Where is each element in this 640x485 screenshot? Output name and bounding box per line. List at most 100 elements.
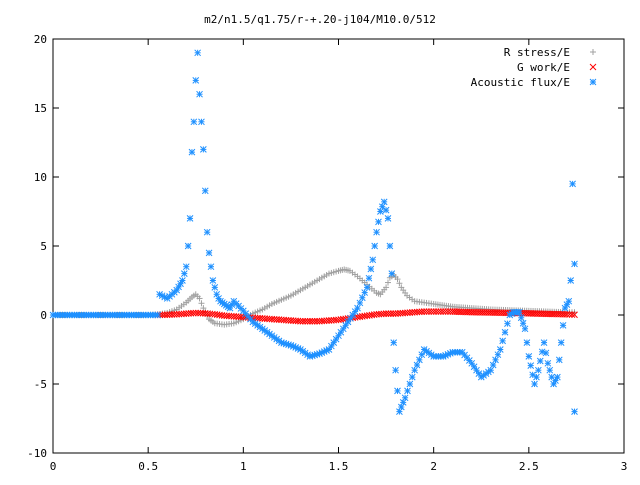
data-point [311, 317, 319, 325]
data-point [308, 317, 316, 325]
x-tick-label: 1.5 [329, 460, 349, 473]
data-point [430, 308, 438, 315]
data-point [499, 337, 507, 345]
data-point [201, 187, 209, 195]
data-point [527, 362, 535, 369]
x-tick-label: 2 [430, 460, 437, 473]
y-tick-label: -5 [34, 378, 47, 391]
data-point [420, 308, 428, 315]
data-point [371, 242, 379, 250]
legend-marker [589, 63, 597, 71]
data-point [439, 308, 447, 315]
data-point [401, 394, 409, 402]
x-tick-label: 3 [621, 460, 628, 473]
data-point [565, 297, 573, 305]
ticks-layer: 0 0.5 1 1.5 2 2.5 3 -10 -5 0 5 10 15 20 [27, 33, 627, 473]
data-point [184, 242, 192, 250]
y-tick-label: -10 [27, 447, 47, 460]
data-point [369, 256, 377, 264]
data-point [571, 408, 578, 415]
data-point [194, 49, 202, 57]
data-point [205, 249, 213, 257]
data-point [392, 366, 399, 374]
data-point [186, 215, 194, 222]
data-point [386, 242, 394, 250]
data-point [179, 277, 186, 284]
data-point [435, 308, 442, 315]
data-point [533, 373, 540, 381]
data-point [394, 276, 401, 283]
data-point [517, 314, 525, 322]
data-point [554, 373, 561, 381]
data-point [432, 308, 440, 315]
data-point [437, 308, 445, 315]
series-1 [154, 308, 578, 325]
x-tick-label: 0 [50, 460, 57, 473]
data-point [559, 321, 567, 329]
data-point [534, 366, 542, 374]
data-point [304, 317, 311, 325]
data-point [416, 356, 423, 364]
data-point [211, 284, 219, 291]
data-point [406, 380, 414, 388]
data-point [198, 118, 205, 126]
data-point [384, 279, 391, 286]
legend-label: G work/E [517, 61, 570, 74]
data-point [203, 228, 211, 236]
data-point [154, 311, 162, 319]
legend-marker [589, 78, 597, 86]
data-point [571, 260, 578, 268]
data-point [358, 294, 366, 302]
data-point [487, 366, 495, 374]
chart-title: m2/n1.5/q1.75/r-+.20-j104/M10.0/512 [204, 13, 436, 26]
data-point [563, 310, 571, 318]
data-point [190, 118, 198, 126]
data-point [442, 308, 449, 315]
data-point [367, 265, 375, 273]
data-point [365, 274, 373, 282]
data-point [388, 270, 396, 277]
y-tick-label: 10 [34, 171, 47, 184]
data-point [394, 387, 401, 395]
data-point [411, 366, 418, 374]
data-point [387, 310, 395, 317]
data-point [363, 284, 371, 291]
data-point [207, 263, 215, 271]
series-extra-points [571, 408, 578, 415]
data-point [390, 339, 398, 346]
data-point [571, 311, 578, 319]
series-2 [49, 49, 578, 415]
data-point [501, 328, 509, 336]
legend-marker [590, 49, 596, 55]
data-point [568, 311, 576, 318]
data-point [423, 308, 430, 315]
data-point [335, 332, 342, 340]
data-point [198, 300, 205, 307]
x-tick-label: 0.5 [138, 460, 158, 473]
data-point [196, 295, 203, 302]
data-point [521, 325, 529, 333]
data-point [385, 310, 392, 317]
data-point [299, 317, 307, 325]
legend-label: Acoustic flux/E [471, 76, 570, 89]
data-point [413, 361, 421, 369]
data-point [408, 373, 416, 381]
data-point [297, 317, 304, 325]
data-point [354, 304, 361, 312]
x-tick-label: 1 [240, 460, 247, 473]
data-point [504, 320, 511, 327]
data-point [306, 317, 314, 325]
data-point [525, 353, 533, 360]
data-point [519, 319, 527, 327]
legend-label: R stress/E [504, 46, 570, 59]
data-point [542, 349, 550, 357]
data-point [523, 339, 531, 346]
data-point [396, 280, 403, 287]
data-point [492, 356, 499, 364]
data-point [569, 180, 576, 188]
data-point [182, 263, 190, 271]
data-point [555, 356, 563, 364]
data-point [544, 359, 552, 367]
